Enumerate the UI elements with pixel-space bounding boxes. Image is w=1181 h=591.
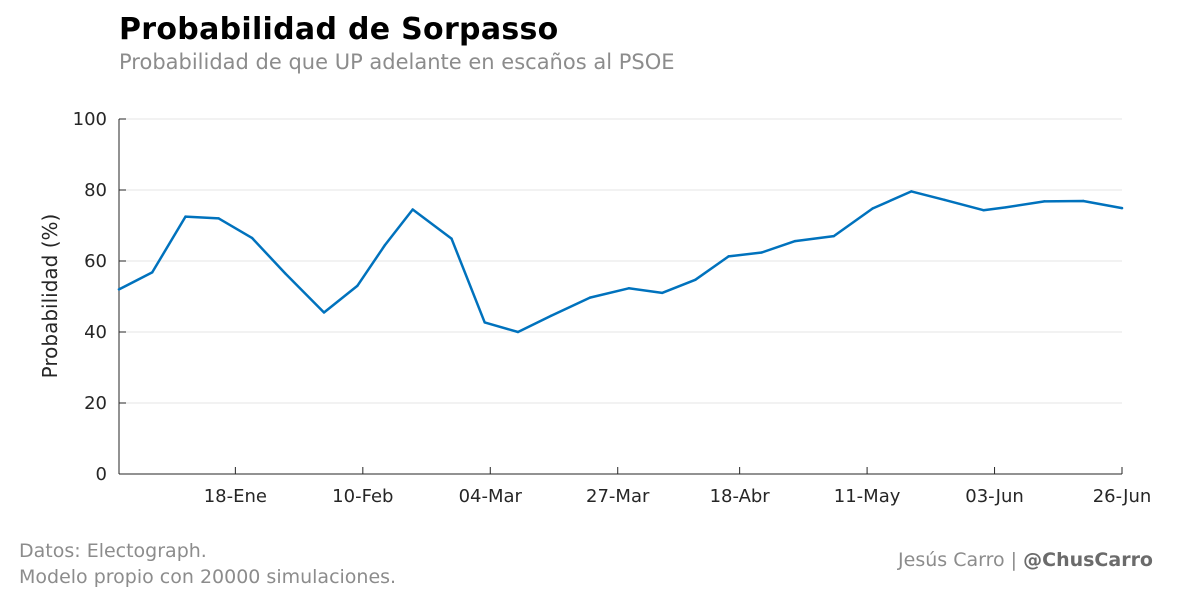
data-point: [250, 236, 254, 240]
x-tick-label: 27-Mar: [586, 486, 650, 507]
source-line-2: Modelo propio con 20000 simulaciones.: [19, 566, 397, 588]
x-tick-label: 18-Abr: [710, 486, 771, 507]
data-point: [516, 330, 520, 334]
data-point: [1082, 199, 1085, 203]
data-point: [910, 190, 913, 193]
data-point: [356, 284, 359, 288]
data-point: [982, 209, 985, 212]
axes: [118, 119, 1122, 475]
y-axis-title: Probabilidad (%): [38, 214, 62, 379]
data-point: [284, 272, 287, 275]
data-point: [117, 288, 121, 291]
data-point: [184, 215, 187, 218]
data-point: [217, 217, 220, 220]
data-point: [760, 251, 764, 254]
source-line-1: Datos: Electograph.: [19, 540, 207, 562]
chart-title: Probabilidad de Sorpasso: [119, 12, 559, 47]
data-point: [1120, 206, 1124, 210]
data-point: [660, 291, 664, 295]
author-name: Jesús Carro: [898, 549, 1005, 571]
chart-subtitle: Probabilidad de que UP adelante en escañ…: [119, 50, 675, 74]
data-point: [1043, 200, 1046, 203]
y-tick-label: 0: [96, 464, 107, 485]
data-point: [151, 271, 154, 274]
y-tick-label: 40: [84, 322, 107, 343]
credit-separator: |: [1010, 549, 1018, 571]
data-point: [483, 321, 486, 324]
data-point: [943, 198, 946, 202]
y-tick-label: 80: [84, 180, 107, 201]
x-tick-label: 04-Mar: [459, 486, 523, 507]
data-point: [383, 243, 387, 247]
y-tick-label: 100: [73, 109, 107, 130]
x-axis-ticks: 18-Ene 10-Feb 04-Mar 27-Mar 18-Abr 11-May 03-J…: [204, 467, 1152, 507]
y-tick-label: 20: [84, 393, 107, 414]
x-tick-label: 03-Jun: [965, 486, 1024, 507]
x-tick-label: 11-May: [834, 486, 901, 507]
y-tick-label: 60: [84, 251, 107, 272]
grid-lines: [119, 118, 1122, 404]
source-note: Datos: Electograph. Modelo propio con 20…: [19, 538, 396, 590]
data-point: [871, 207, 874, 210]
series-layer: [117, 190, 1124, 334]
y-axis-ticks: 0 20 40 60 80 100: [73, 109, 126, 485]
series-line: [117, 190, 1124, 334]
data-point: [450, 237, 453, 240]
data-point: [1004, 206, 1007, 209]
data-point: [550, 314, 553, 317]
data-point: [411, 208, 414, 211]
x-tick-label: 18-Ene: [204, 486, 267, 507]
author-handle[interactable]: @ChusCarro: [1023, 549, 1153, 571]
data-point: [832, 234, 836, 238]
data-point: [793, 239, 797, 243]
data-point: [727, 255, 730, 258]
data-point: [627, 287, 631, 290]
x-tick-label: 26-Jun: [1093, 486, 1152, 507]
data-point: [588, 296, 592, 299]
x-tick-label: 10-Feb: [332, 486, 393, 507]
data-point: [694, 278, 697, 282]
data-point: [322, 311, 326, 314]
credit: Jesús Carro | @ChusCarro: [898, 549, 1153, 571]
